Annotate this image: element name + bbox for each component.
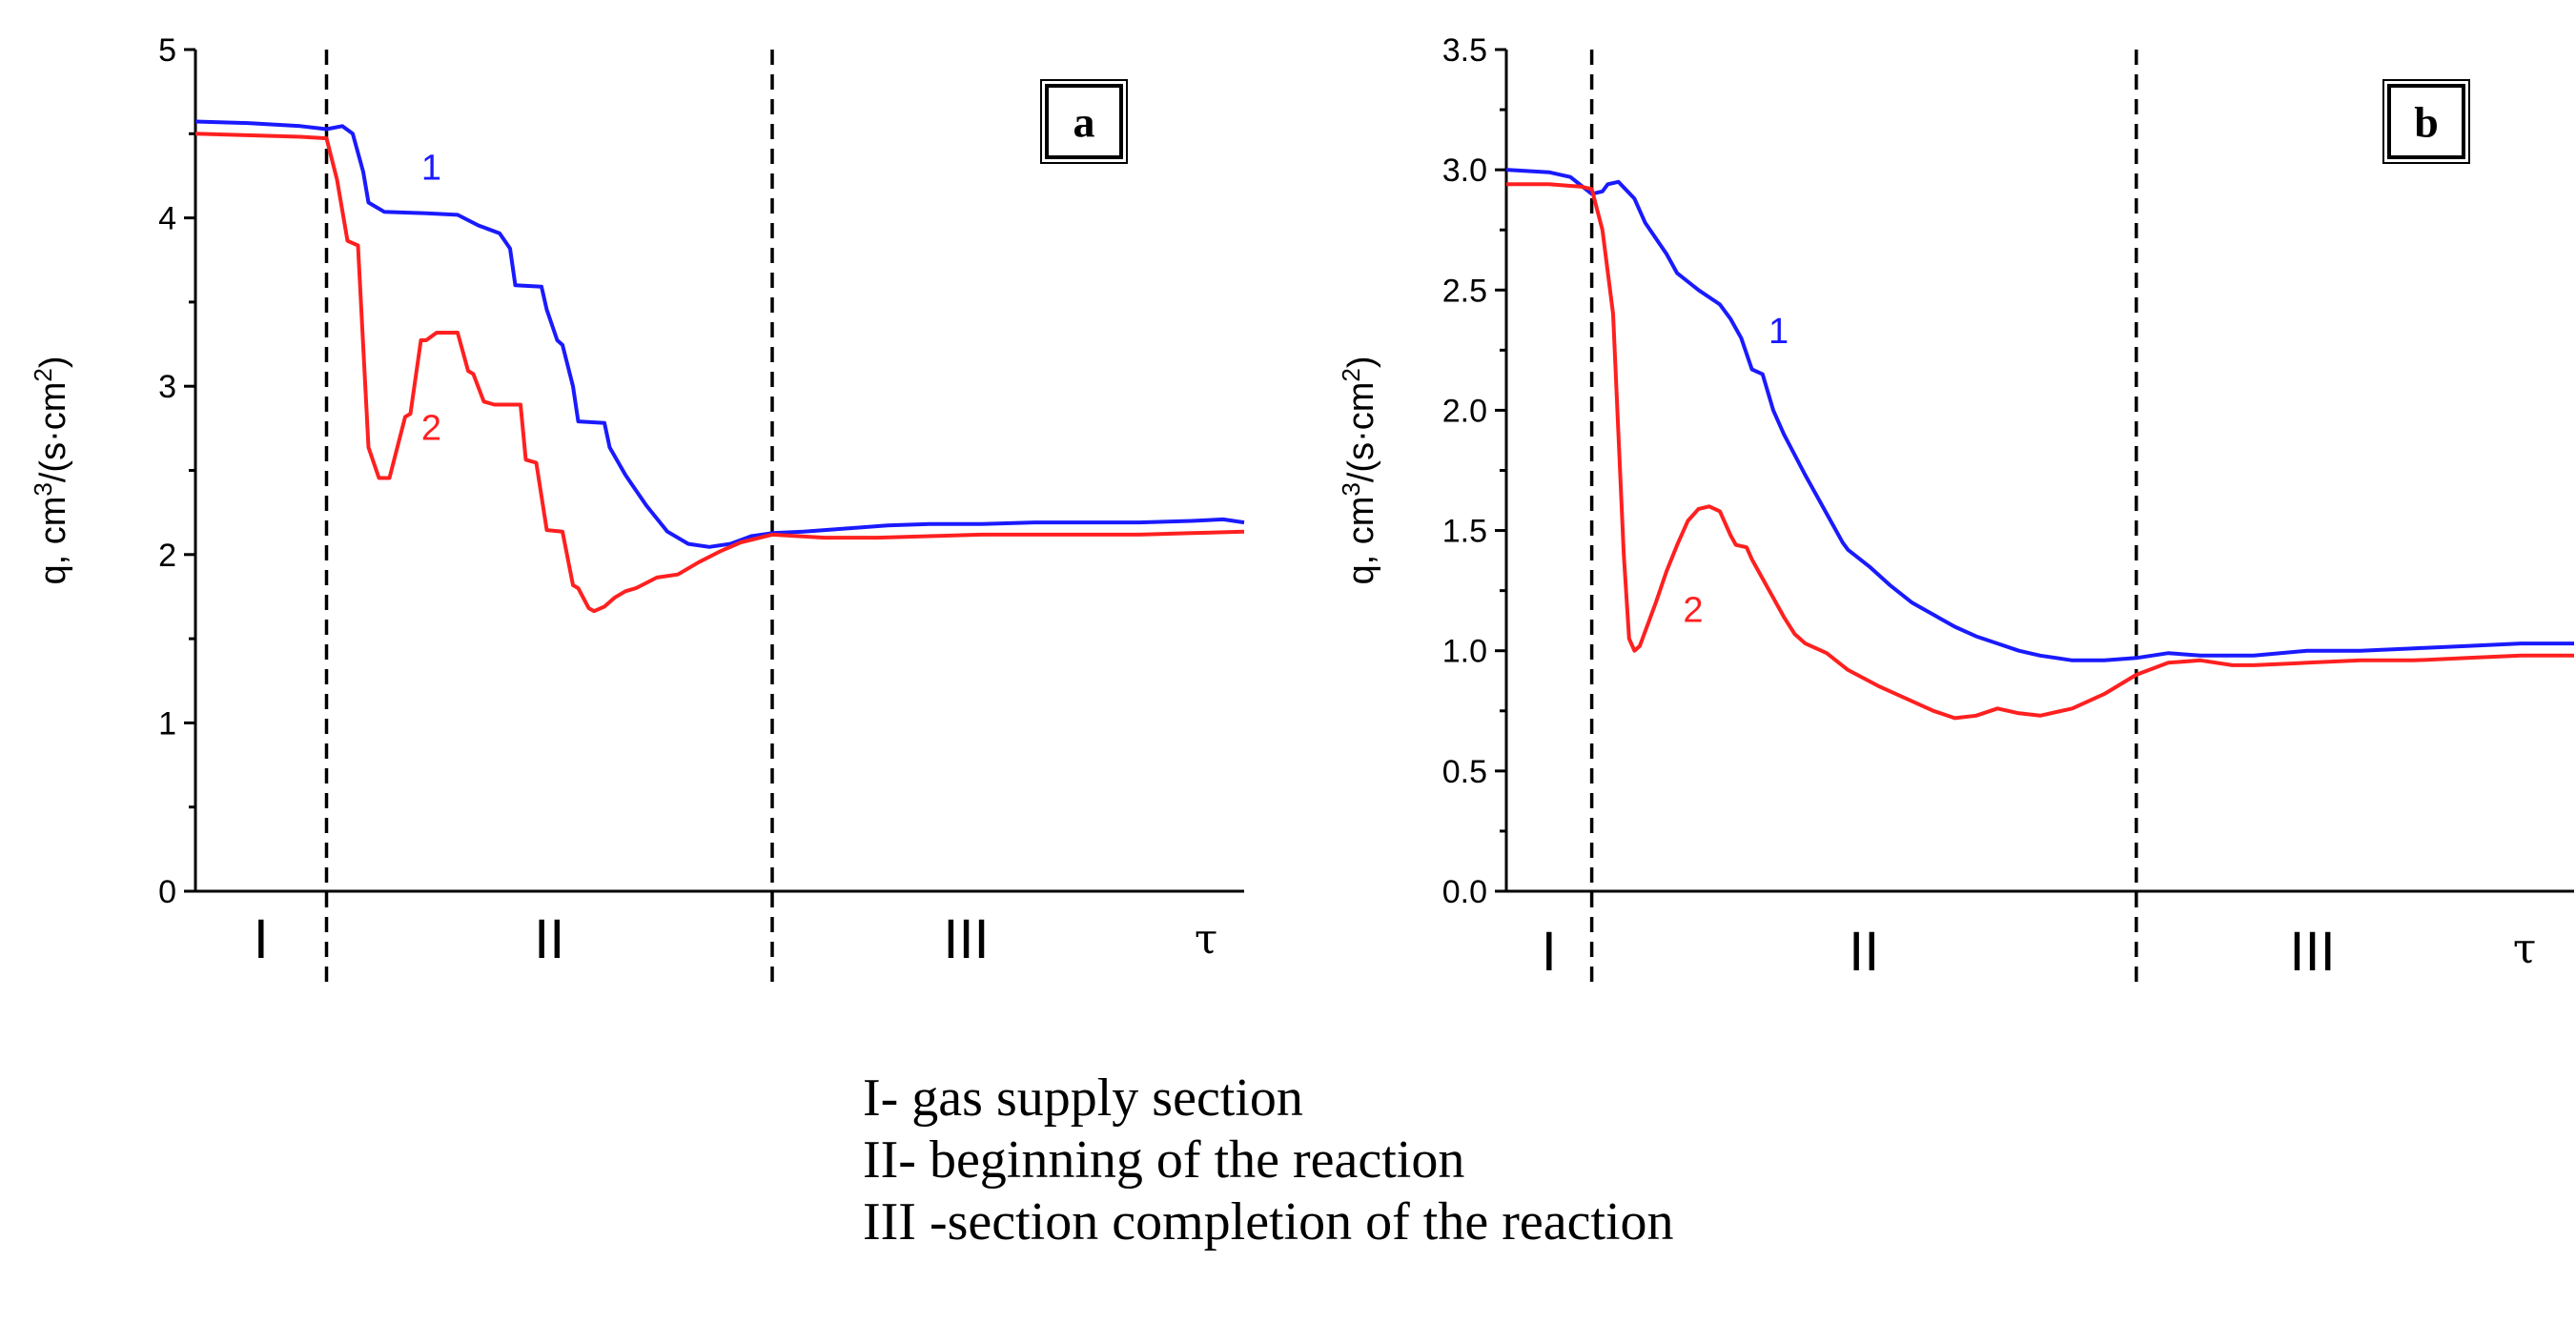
legend-line-2: II- beginning of the reaction	[863, 1130, 1465, 1190]
panel-a-y-axis-label: q, cm3/(s·cm2)	[29, 356, 73, 584]
panel-a-section-label: I	[254, 908, 269, 970]
panel-b-section-label: I	[1542, 921, 1557, 983]
panel-b-ytick-label: 2.5	[1442, 273, 1487, 309]
panel-a-x-axis-label: τ	[1195, 915, 1217, 964]
panel-b-series-1-line	[1505, 168, 2574, 662]
panel-b-curve-label: 2	[1683, 590, 1703, 630]
panel-a-label-box	[1045, 84, 1123, 159]
panel-a-label-box-outer	[1040, 79, 1128, 164]
panel-b-label: b	[2414, 98, 2439, 147]
panel-b-label-box-outer	[2382, 79, 2470, 164]
panel-a-ytick-label: 4	[158, 201, 176, 237]
panel-b-series-2-line	[1506, 182, 2574, 721]
panel-b-ytick-label: 0.0	[1442, 874, 1487, 910]
section-legend: I- gas supply section II- beginning of t…	[863, 1068, 1674, 1253]
panel-b: 0.00.51.01.52.02.53.03.5q, cm3/(s·cm2)I I…	[1337, 32, 2574, 987]
panel-b-ytick-label: 0.5	[1442, 754, 1487, 790]
panel-b-x-axis-label: τ	[2513, 925, 2536, 973]
legend-line-1: I- gas supply section	[863, 1069, 1303, 1128]
panel-a-series-2-line	[194, 132, 1245, 614]
panel-b-curve-label: 1	[1768, 312, 1789, 352]
panel-b-section-label: II	[1849, 921, 1879, 983]
panel-b-label-box	[2387, 84, 2465, 159]
panel-a-label: a	[1073, 98, 1095, 147]
panel-a-ytick-label: 2	[158, 538, 176, 574]
panel-b-ytick-label: 2.0	[1442, 393, 1487, 429]
panel-a-ytick-label: 5	[158, 32, 176, 69]
panel-a-ytick-label: 1	[158, 705, 176, 742]
panel-b-ytick-label: 1.5	[1442, 514, 1487, 550]
panel-a-axes	[194, 50, 1244, 893]
panel-a-curve-label: 2	[421, 408, 441, 448]
panel-b-axes	[1504, 50, 2574, 893]
panel-a-curve-label: 1	[421, 148, 441, 188]
panel-b-ytick-label: 1.0	[1442, 634, 1487, 670]
panel-a-section-label: III	[943, 908, 989, 970]
panel-b-y-axis-label: q, cm3/(s·cm2)	[1337, 356, 1381, 584]
panel-a-ytick-label: 0	[158, 874, 176, 910]
legend-line-3: III -section completion of the reaction	[863, 1192, 1674, 1252]
panel-a-series-1-line	[194, 119, 1245, 549]
panel-b-ytick-label: 3.5	[1442, 32, 1487, 69]
panel-a-section-label: II	[534, 908, 564, 970]
panel-b-section-label: III	[2289, 921, 2335, 983]
panel-b-ytick-label: 3.0	[1442, 153, 1487, 189]
panel-a-ytick-label: 3	[158, 369, 176, 405]
